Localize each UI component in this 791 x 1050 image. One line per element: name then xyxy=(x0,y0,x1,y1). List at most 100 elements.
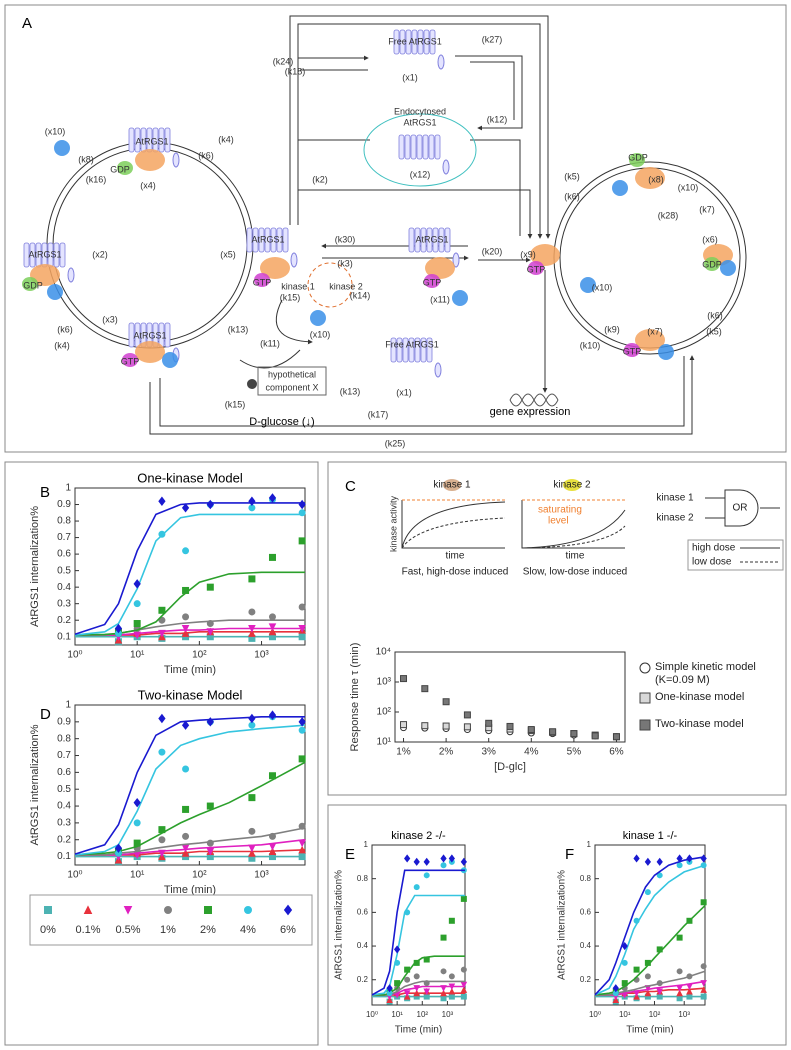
diagram-label: (k4) xyxy=(218,134,234,144)
x-tick-label: 10² xyxy=(192,870,207,881)
diagram-label: GTP xyxy=(253,277,272,287)
diagram-label: (k25) xyxy=(385,438,406,448)
receptor-helix xyxy=(405,29,412,55)
marker xyxy=(158,748,166,756)
marker xyxy=(400,675,408,683)
marker xyxy=(440,989,447,997)
y-tick-label: 1 xyxy=(65,483,71,494)
diagram-label: hypothetical xyxy=(268,369,316,379)
receptor-helix xyxy=(396,337,403,363)
plot-frame xyxy=(74,704,306,866)
marker xyxy=(656,946,663,953)
legend-marker xyxy=(123,906,133,915)
marker xyxy=(133,600,141,608)
marker xyxy=(440,985,447,992)
y-tick-label: 0.1 xyxy=(57,631,71,642)
marker xyxy=(182,805,190,813)
diagram-label: GTP xyxy=(121,356,140,366)
x-axis-label: [D-glc] xyxy=(494,761,526,773)
panel-c-schematic xyxy=(401,489,784,571)
y-tick-label: 10¹ xyxy=(377,737,392,748)
diagram-label: (x12) xyxy=(410,169,431,179)
receptor-helix xyxy=(422,134,429,160)
receptor-helix xyxy=(164,322,171,348)
y-tick-label: 0.8 xyxy=(357,874,369,883)
legend-label: 0.5% xyxy=(115,924,140,936)
marker xyxy=(248,827,256,835)
receptor-helix xyxy=(414,227,421,253)
x-tick-label: 10³ xyxy=(254,870,269,881)
receptor-helix xyxy=(404,134,411,160)
y-tick-label: 0.3 xyxy=(57,598,71,609)
marker xyxy=(248,794,256,802)
fit-line xyxy=(371,894,465,996)
marker xyxy=(633,917,640,924)
marker xyxy=(506,722,514,730)
marker xyxy=(394,980,401,987)
y-tick-label: 0.2 xyxy=(57,615,71,626)
chart-title: kinase 2 -/- xyxy=(391,830,446,842)
marker xyxy=(206,620,214,628)
marker xyxy=(700,980,707,987)
receptor-helix xyxy=(408,337,415,363)
marker xyxy=(612,984,619,993)
diagram-label: (k24) xyxy=(273,56,294,66)
marker xyxy=(463,711,471,719)
diagram-label: (k4) xyxy=(54,340,70,350)
y-axis-label: AtRGS1 internalization% xyxy=(334,870,345,980)
diagram-label: (k6) xyxy=(57,324,73,334)
receptor-helix xyxy=(438,227,445,253)
marker xyxy=(570,730,578,738)
diagram-label: (k2) xyxy=(312,174,328,184)
marker xyxy=(591,732,599,740)
diagram-label: (x4) xyxy=(140,180,156,190)
receptor-helix xyxy=(246,227,253,253)
marker xyxy=(421,685,429,693)
marker xyxy=(423,857,430,866)
legend-label: 4% xyxy=(240,924,256,936)
marker xyxy=(460,981,468,989)
marker xyxy=(676,934,683,941)
g-alpha xyxy=(135,149,165,171)
marker xyxy=(700,899,707,906)
y-tick-label: 10² xyxy=(377,707,392,718)
marker xyxy=(448,854,455,863)
y-tick-label: 1 xyxy=(65,700,71,711)
y-tick-label: 0.6 xyxy=(57,549,71,560)
marker xyxy=(206,802,214,810)
schematic-label: Slow, low-dose induced xyxy=(523,567,628,578)
marker xyxy=(404,854,411,863)
receptor-helix xyxy=(164,127,171,153)
marker xyxy=(460,895,467,902)
marker xyxy=(404,909,411,916)
g-betagamma xyxy=(580,277,596,293)
receptor-helix xyxy=(444,227,451,253)
y-tick-label: 0.6 xyxy=(57,767,71,778)
y-tick-label: 0.3 xyxy=(57,818,71,829)
marker xyxy=(686,987,693,995)
marker xyxy=(644,989,652,997)
diagram-label: GTP xyxy=(623,346,642,356)
marker xyxy=(268,493,277,503)
diagram-label: AtRGS1 xyxy=(135,136,168,146)
y-tick-label: 0.2 xyxy=(57,834,71,845)
legend-marker xyxy=(639,662,651,674)
x-tick-label: 10⁰ xyxy=(67,650,82,661)
receptor-helix xyxy=(428,134,435,160)
diagram-label: (x10) xyxy=(592,282,613,292)
diagram-label: (k13) xyxy=(228,324,249,334)
marker xyxy=(448,987,456,995)
diagram-label: (k6) xyxy=(198,150,214,160)
fit-line xyxy=(74,513,305,636)
marker xyxy=(442,722,450,730)
receptor-helix xyxy=(423,29,430,55)
fit-line xyxy=(372,980,465,996)
diagram-label: (x10) xyxy=(310,329,331,339)
marker xyxy=(440,934,447,941)
marker xyxy=(158,606,166,614)
marker xyxy=(158,629,166,638)
nucleotide xyxy=(624,343,640,357)
x-tick-label: 10² xyxy=(417,1010,429,1019)
receptor-helix xyxy=(134,127,141,153)
marker xyxy=(460,966,467,973)
